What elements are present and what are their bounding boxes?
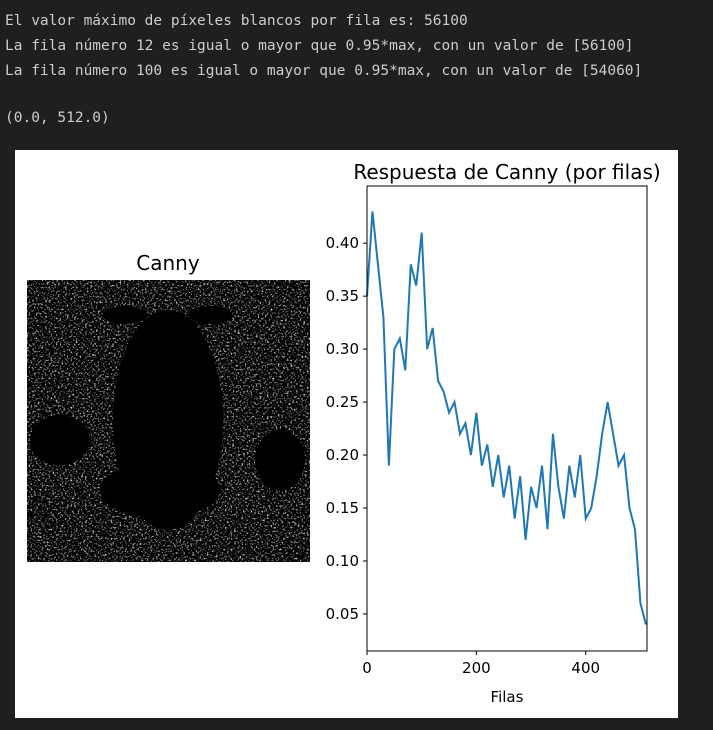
output-line: El valor máximo de píxeles blancos por f… bbox=[5, 13, 468, 29]
x-tick-label: 200 bbox=[462, 659, 491, 677]
y-tick-label: 0.20 bbox=[326, 446, 359, 464]
line bbox=[366, 211, 647, 625]
chart-title: Respuesta de Canny (por filas) bbox=[353, 160, 660, 184]
output-line: La fila número 100 es igual o mayor que … bbox=[5, 63, 642, 79]
output-line: La fila número 12 es igual o mayor que 0… bbox=[5, 38, 634, 54]
x-axis-label: Filas bbox=[491, 688, 524, 706]
y-tick-label: 0.05 bbox=[326, 605, 359, 623]
x-tick-label: 400 bbox=[571, 659, 600, 677]
y-tick-label: 0.25 bbox=[326, 393, 359, 411]
y-tick-label: 0.10 bbox=[326, 552, 359, 570]
y-tick-label: 0.30 bbox=[326, 340, 359, 358]
y-tick-label: 0.15 bbox=[326, 499, 359, 517]
output-result: (0.0, 512.0) bbox=[5, 110, 110, 126]
image-dark-regions bbox=[30, 306, 305, 530]
figure: Canny Respuesta de Canny (por filas) Fil… bbox=[15, 150, 678, 718]
plot-area: 0.05 0.10 0.15 0.20 0.25 0.30 0.35 0.40 0 200 400 bbox=[326, 185, 648, 677]
y-tick-label: 0.40 bbox=[326, 234, 359, 252]
x-tick-label: 0 bbox=[362, 659, 372, 677]
image-title: Canny bbox=[136, 251, 200, 275]
y-tick-label: 0.35 bbox=[326, 287, 359, 305]
plot-frame bbox=[366, 185, 648, 652]
